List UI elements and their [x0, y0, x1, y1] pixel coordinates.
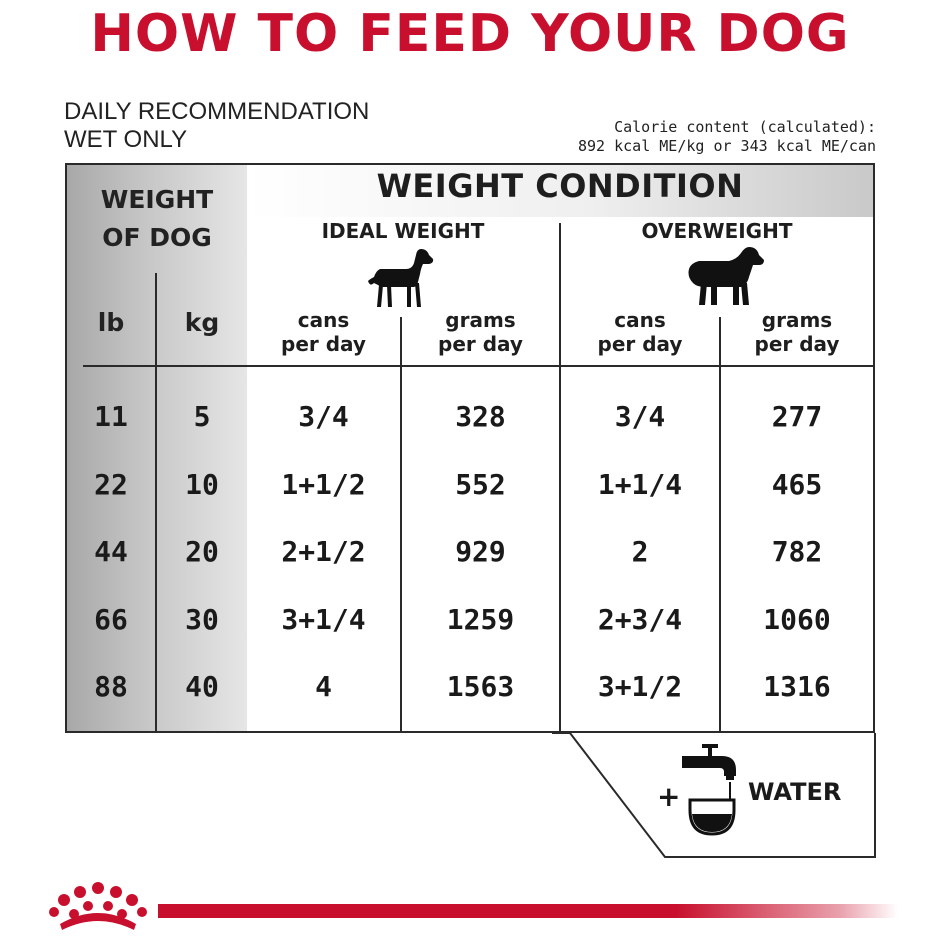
col-over-cans-line1: cans: [614, 308, 666, 332]
cell-lb: 44: [94, 535, 128, 568]
weight-column-background: [67, 165, 247, 731]
cell-over-cans: 3/4: [614, 400, 666, 433]
unit-kg: kg: [184, 308, 220, 337]
col-ideal-grams-line2: per day: [438, 332, 523, 356]
col-over-cans-line2: per day: [597, 332, 683, 356]
recommendation-heading: DAILY RECOMMENDATION: [64, 98, 370, 125]
cell-ideal-grams: 1259: [446, 603, 515, 636]
cell-lb: 11: [94, 400, 128, 433]
col-ideal-cans: cans per day: [247, 308, 400, 356]
cell-ideal-grams: 1563: [446, 670, 515, 703]
table-row: 66 30 3+1/4 1259 2+3/4 1060: [67, 603, 873, 643]
dog-ideal-icon: [368, 249, 434, 307]
cell-ideal-grams: 929: [455, 535, 506, 568]
cell-kg: 10: [185, 468, 219, 501]
cell-over-cans: 2: [631, 535, 649, 568]
col-over-grams-line1: grams: [761, 308, 833, 332]
water-label: WATER: [748, 778, 842, 806]
group-ideal-weight: IDEAL WEIGHT: [321, 219, 485, 243]
cell-ideal-cans: 4: [315, 670, 332, 703]
cell-over-grams: 782: [771, 535, 823, 568]
col-over-cans: cans per day: [561, 308, 719, 356]
cell-ideal-cans: 3+1/4: [281, 603, 366, 636]
cell-ideal-grams: 328: [455, 400, 506, 433]
col-ideal-cans-line1: cans: [297, 308, 350, 332]
dog-overweight-icon: [688, 247, 764, 305]
cell-over-grams: 277: [771, 400, 823, 433]
table-row: 88 40 4 1563 3+1/2 1316: [67, 670, 873, 710]
cell-lb: 22: [94, 468, 128, 501]
cell-over-grams: 1316: [763, 670, 831, 703]
cell-ideal-grams: 552: [455, 468, 506, 501]
faucet-bowl-icon: [682, 744, 736, 836]
cell-kg: 20: [185, 535, 219, 568]
cell-over-cans: 1+1/4: [597, 468, 683, 501]
calorie-value: 892 kcal ME/kg or 343 kcal ME/can: [577, 137, 876, 155]
col-ideal-grams-line1: grams: [445, 308, 516, 332]
feeding-table: WEIGHT CONDITION WEIGHT OF DOG IDEAL WEI…: [65, 163, 875, 733]
page-title: HOW TO FEED YOUR DOG: [90, 4, 850, 64]
divider-ideal-over: [559, 223, 561, 731]
weight-condition-header: WEIGHT CONDITION: [376, 167, 744, 205]
col-over-grams: grams per day: [721, 308, 873, 356]
divider-ideal-cols: [400, 317, 402, 731]
cell-over-grams: 1060: [763, 603, 831, 636]
weight-header-line1: WEIGHT: [100, 185, 214, 214]
cell-kg: 30: [185, 603, 219, 636]
table-row: 22 10 1+1/2 552 1+1/4 465: [67, 468, 873, 508]
cell-ideal-cans: 3/4: [298, 400, 349, 433]
cell-kg: 5: [193, 400, 211, 433]
brand-band: [158, 904, 898, 918]
header-divider: [83, 365, 873, 367]
unit-lb: lb: [97, 308, 125, 337]
royal-canin-crown-logo: [49, 882, 147, 930]
weight-of-dog-header: WEIGHT OF DOG: [67, 181, 247, 257]
condition-header-background: [247, 165, 873, 217]
cell-over-cans: 3+1/2: [597, 670, 683, 703]
table-row: 11 5 3/4 328 3/4 277: [67, 400, 873, 440]
col-over-grams-line2: per day: [754, 332, 840, 356]
divider-over-cols: [719, 317, 721, 731]
col-ideal-cans-line2: per day: [281, 332, 366, 356]
calorie-content: Calorie content (calculated): 892 kcal M…: [578, 118, 876, 156]
group-overweight: OVERWEIGHT: [641, 219, 793, 243]
recommendation-type: WET ONLY: [64, 126, 188, 153]
calorie-label: Calorie content (calculated):: [614, 118, 876, 136]
col-ideal-grams: grams per day: [402, 308, 559, 356]
divider-lb-kg: [155, 273, 157, 731]
weight-header-line2: OF DOG: [102, 223, 212, 252]
cell-lb: 66: [94, 603, 128, 636]
plus-sign: +: [657, 780, 681, 813]
cell-over-cans: 2+3/4: [597, 603, 683, 636]
cell-ideal-cans: 2+1/2: [281, 535, 366, 568]
cell-kg: 40: [185, 670, 219, 703]
cell-ideal-cans: 1+1/2: [281, 468, 366, 501]
cell-over-grams: 465: [771, 468, 823, 501]
table-row: 44 20 2+1/2 929 2 782: [67, 535, 873, 575]
cell-lb: 88: [94, 670, 128, 703]
